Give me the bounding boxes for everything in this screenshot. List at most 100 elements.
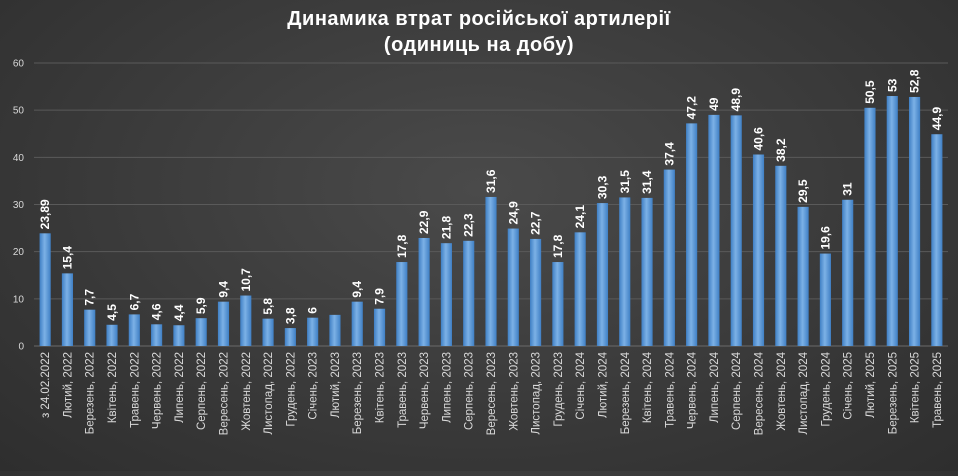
data-label: 53 [885, 78, 899, 92]
x-tick-label: Лютий, 2022 [62, 352, 74, 418]
bar [819, 253, 831, 346]
data-label: 22,3 [462, 213, 476, 237]
bar [842, 199, 854, 346]
data-labels: 23,89 15,4 7,7 4,5 6,7 4,6 4,4 5,9 9,4 10,7 5,8 3,8… [38, 69, 944, 324]
data-label: 22,7 [529, 211, 543, 235]
bar [262, 318, 274, 346]
x-tick-label: Березень, 2024 [620, 351, 632, 434]
bar [752, 154, 765, 346]
data-label: 17,8 [395, 234, 409, 258]
x-tick-label: Лютий, 2025 [865, 352, 877, 418]
bar [240, 295, 252, 346]
data-label: 6,7 [127, 293, 141, 310]
x-tick-label: Травень, 2025 [932, 352, 944, 428]
bar [596, 203, 609, 346]
bar [552, 262, 564, 346]
bar [396, 262, 408, 346]
data-label: 37,4 [662, 142, 676, 166]
x-tick-label: Серпень, 2023 [464, 352, 476, 430]
bar [84, 309, 96, 346]
data-label: 6 [306, 307, 320, 314]
x-tick-label: Травень, 2023 [397, 352, 409, 428]
x-tick-label: Жовтень, 2022 [241, 352, 253, 431]
data-label: 15,4 [60, 246, 74, 270]
bar [173, 325, 185, 346]
data-label: 7,9 [373, 288, 387, 305]
bar [373, 308, 386, 346]
bar [775, 165, 787, 346]
bar [128, 314, 140, 346]
data-label: 4,4 [172, 304, 186, 321]
data-label: 23,89 [38, 199, 52, 229]
bar [730, 115, 742, 346]
bar [886, 96, 898, 347]
x-tick-label: Листопад, 2024 [798, 351, 810, 434]
data-label: 29,5 [796, 179, 810, 203]
x-tick-label: Січень, 2025 [843, 352, 855, 420]
bar [641, 197, 653, 346]
bar [619, 197, 631, 346]
x-tick-label: Червень, 2023 [419, 352, 431, 429]
bar [908, 96, 921, 347]
data-label: 10,7 [239, 268, 253, 292]
x-tick-label: Вересень, 2024 [754, 351, 766, 435]
bar [530, 238, 542, 346]
x-tick-label: Березень, 2022 [85, 352, 97, 434]
bar [574, 232, 586, 346]
x-tick-label: Липень, 2022 [174, 352, 186, 423]
data-label: 4,6 [150, 303, 164, 320]
bar [440, 243, 452, 346]
x-tick-label: Січень, 2024 [575, 351, 587, 419]
bar [485, 196, 497, 346]
x-tick-label: Лютий, 2023 [330, 352, 342, 418]
bar [307, 317, 319, 346]
x-tick-label: Листопад, 2023 [531, 352, 543, 435]
y-axis-ticks: 0 10 20 30 40 50 60 [13, 59, 25, 353]
bar [106, 324, 118, 346]
bar [708, 114, 720, 346]
x-tick-label: Січень, 2023 [308, 352, 320, 420]
x-tick-label: Серпень, 2022 [196, 352, 208, 430]
data-label: 4,5 [105, 304, 119, 321]
data-label: 7,7 [83, 289, 97, 306]
x-tick-label: Жовтень, 2023 [508, 352, 520, 431]
x-tick-label: Березень, 2023 [352, 352, 364, 434]
bar [797, 206, 809, 346]
x-tick-label: Липень, 2023 [441, 352, 453, 423]
x-tick-label: Жовтень, 2024 [776, 351, 788, 430]
data-label: 49 [707, 97, 721, 111]
bar [217, 301, 230, 346]
data-label: 22,9 [417, 210, 431, 234]
bar [329, 314, 341, 346]
x-tick-label: Травень, 2022 [129, 352, 141, 428]
x-tick-label: Червень, 2024 [687, 351, 699, 429]
y-tick-label: 40 [13, 153, 25, 164]
data-label: 30,3 [595, 175, 609, 199]
data-label: 52,8 [908, 69, 922, 93]
bar [284, 328, 296, 346]
x-tick-label: Червень, 2022 [152, 352, 164, 429]
y-tick-label: 30 [13, 200, 25, 211]
data-label: 40,6 [752, 127, 766, 151]
bar [61, 273, 74, 346]
y-tick-label: 60 [13, 59, 25, 70]
data-label: 31,6 [484, 169, 498, 193]
x-tick-label: Березень, 2025 [887, 352, 899, 434]
data-label: 48,9 [729, 88, 743, 112]
data-label: 19,6 [818, 226, 832, 250]
bar [39, 233, 51, 346]
x-tick-label: Грудень, 2022 [285, 352, 297, 427]
data-label: 31,5 [618, 170, 632, 194]
x-tick-label: Серпень, 2024 [731, 351, 743, 430]
x-tick-label: Квітень, 2024 [642, 351, 654, 423]
data-label: 50,5 [863, 80, 877, 104]
x-axis-ticks: з 24.02.2022 Лютий, 2022 Березень, 2022 Кві… [40, 351, 944, 435]
x-tick-label: Вересень, 2022 [218, 352, 230, 435]
x-tick-label: з 24.02.2022 [40, 352, 52, 418]
bar [507, 228, 519, 346]
chart-title-line-2: (одиниць на добу) [384, 34, 574, 56]
data-label: 38,2 [774, 138, 788, 162]
data-label: 44,9 [930, 107, 944, 131]
bar [663, 169, 675, 346]
data-label: 9,4 [216, 281, 230, 298]
